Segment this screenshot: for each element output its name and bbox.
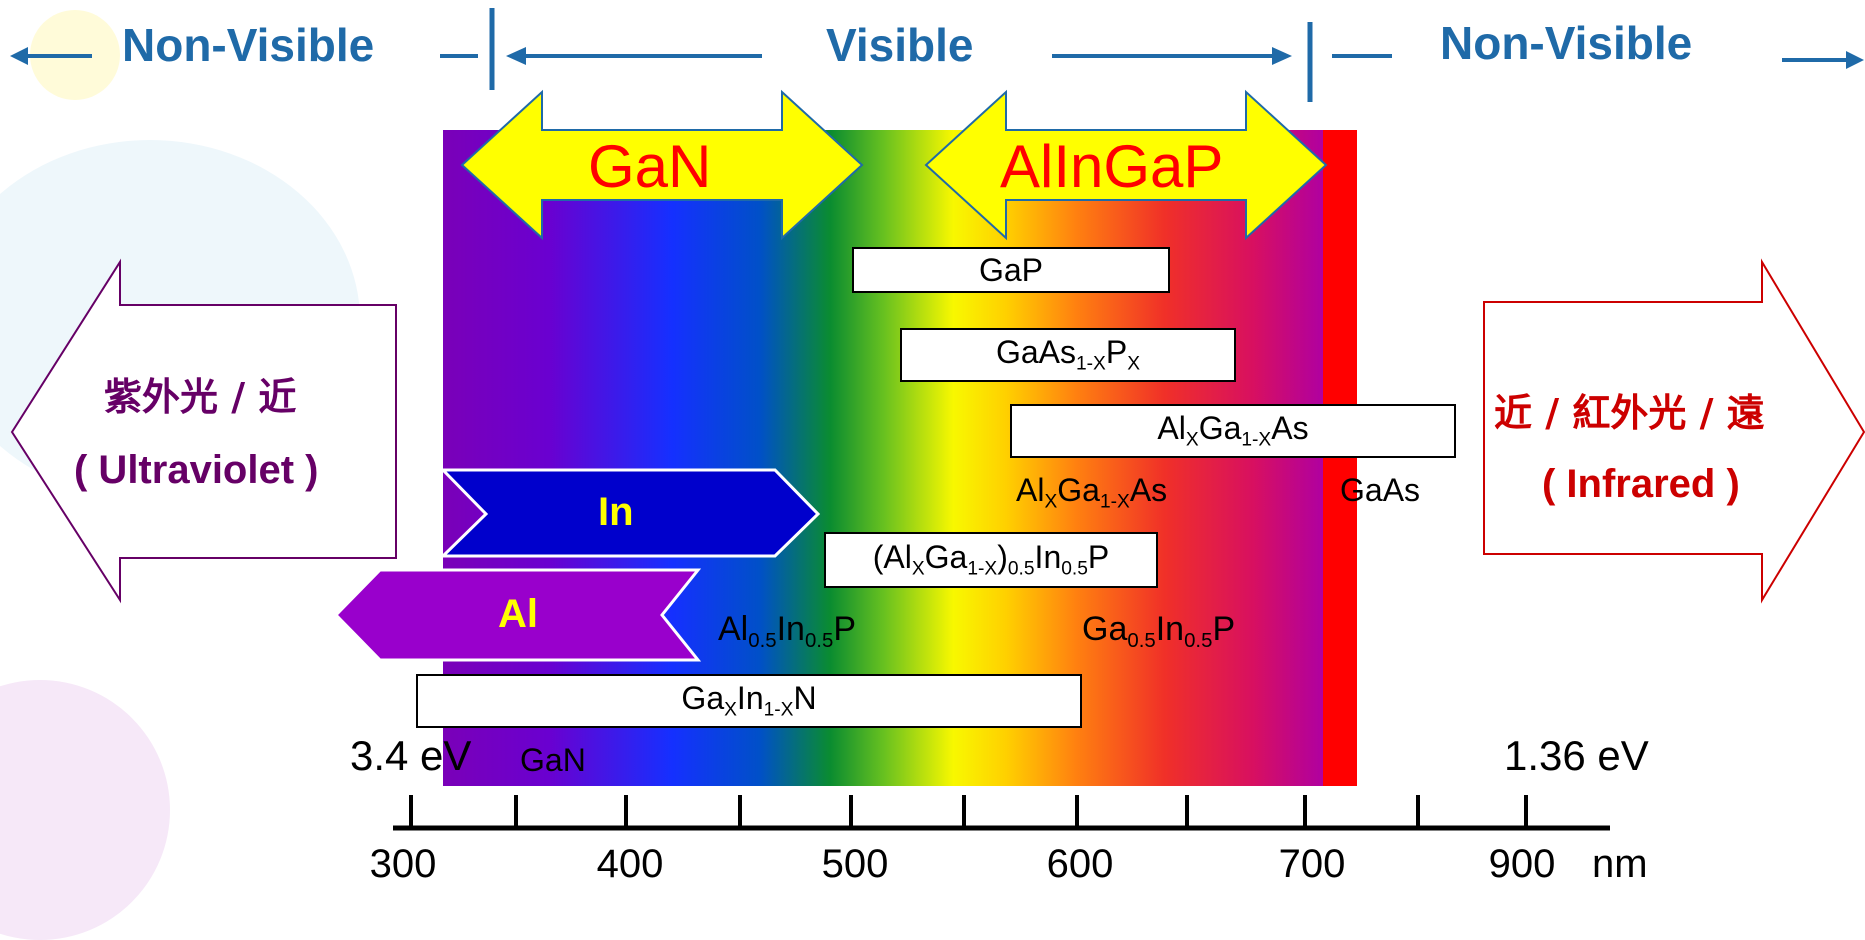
spectrum-bar xyxy=(10,89,1865,831)
in-arrow xyxy=(439,468,821,558)
header-arrowhead-right-2 xyxy=(1846,51,1864,69)
gainn-label: GaXIn1-XN xyxy=(681,680,817,721)
header-arrowhead-left-1 xyxy=(10,47,28,65)
axis-label-700: 700 xyxy=(1278,842,1346,886)
header-dividers xyxy=(10,8,1864,102)
ultraviolet-chinese-label: 紫外光 / 近 xyxy=(104,374,297,419)
axis-label-500: 500 xyxy=(821,842,889,886)
infrared-red-band xyxy=(1323,130,1357,786)
axis-label-400: 400 xyxy=(596,842,664,886)
header-arrowhead-right-1 xyxy=(1272,47,1292,65)
gainn-box: GaXIn1-XN xyxy=(416,674,1082,728)
gaas-label: GaAs xyxy=(1340,472,1421,508)
energy-right-label: 1.36 eV xyxy=(1504,732,1649,779)
header-non-visible-right: Non-Visible xyxy=(1440,17,1693,69)
algaas-box-label: AlXGa1-XAs xyxy=(1157,410,1309,451)
axis-label-300: 300 xyxy=(369,842,437,886)
infrared-chinese-label: 近 / 紅外光 / 遠 xyxy=(1494,390,1765,435)
al-arrow-label: Al xyxy=(498,592,538,636)
alinp-label: Al0.5In0.5P xyxy=(718,610,856,653)
algaas-box: AlXGa1-XAs xyxy=(1010,404,1456,458)
in-arrow-label: In xyxy=(598,490,634,534)
gan-arrow-label: GaN xyxy=(588,133,712,200)
gap-label: GaP xyxy=(978,251,1044,288)
gaasp-box: GaAs1-XPX xyxy=(900,328,1236,382)
alingap-arrow-label: AlInGaP xyxy=(1000,133,1224,200)
gainp-label: Ga0.5In0.5P xyxy=(1082,610,1236,653)
alingap-quaternary-box: (AlXGa1-X)0.5In0.5P xyxy=(824,532,1158,588)
gap-box: GaP xyxy=(852,247,1170,293)
gan-double-arrow xyxy=(460,89,864,241)
infrared-label: ( Infrared ) xyxy=(1542,462,1740,506)
axis-unit-label: nm xyxy=(1592,842,1648,886)
spectrum-diagram: Non-Visible Visible Non-Visible xyxy=(0,8,1865,940)
al-arrow xyxy=(333,568,702,662)
alingap-quaternary-label: (AlXGa1-X)0.5In0.5P xyxy=(872,539,1110,580)
axis-label-900: 900 xyxy=(1488,842,1556,886)
infrared-arrow xyxy=(1483,258,1865,604)
algaas-label: AlXGa1-XAs xyxy=(1016,472,1168,513)
axis-ticks xyxy=(409,795,1528,828)
axis-label-600: 600 xyxy=(1046,842,1114,886)
header-visible: Visible xyxy=(826,19,974,71)
energy-left-label: 3.4 eV xyxy=(350,732,472,779)
ultraviolet-label: ( Ultraviolet ) xyxy=(74,448,319,492)
header-arrowhead-left-2 xyxy=(506,47,526,65)
gaasp-label: GaAs1-XPX xyxy=(995,334,1141,375)
gan-small-label: GaN xyxy=(520,742,586,778)
header-non-visible-left: Non-Visible xyxy=(122,19,375,71)
ultraviolet-arrow xyxy=(10,258,397,604)
alingap-double-arrow xyxy=(924,89,1328,241)
